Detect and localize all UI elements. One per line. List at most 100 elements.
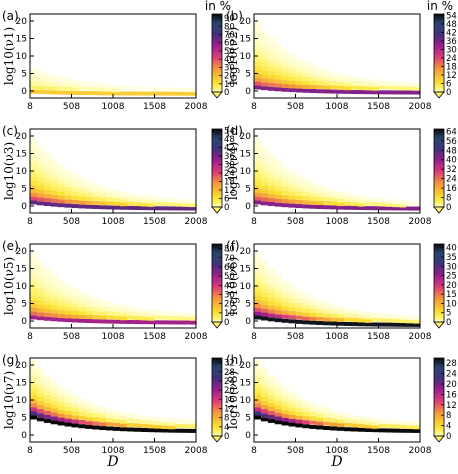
heat-cell: [274, 318, 282, 323]
heat-cell: [64, 395, 72, 400]
heat-cell: [57, 184, 65, 189]
heat-cell: [316, 192, 324, 197]
heat-cell: [281, 394, 289, 399]
colorbar-swatch: [434, 129, 444, 132]
heat-cell: [254, 61, 262, 66]
heat-cell: [323, 408, 331, 413]
colorbar-swatch: [212, 78, 222, 81]
heat-cell: [133, 194, 141, 199]
heat-cell: [36, 316, 45, 321]
x-tick-label: 1508: [143, 217, 166, 227]
heat-cell: [36, 193, 45, 198]
heat-cell: [281, 413, 289, 418]
colorbar-tick-label: 10: [224, 80, 235, 90]
heat-cell: [260, 154, 269, 159]
heat-cell: [254, 391, 262, 396]
colorbar-swatch: [434, 60, 444, 64]
heat-cell: [36, 177, 45, 182]
heat-cell: [281, 301, 289, 306]
colorbar-swatch: [212, 29, 222, 32]
heat-cell: [254, 276, 262, 281]
heat-cell: [295, 302, 303, 307]
heat-cell: [378, 322, 386, 327]
heat-cell: [64, 422, 72, 427]
heat-cell: [267, 153, 276, 158]
heat-cell: [92, 205, 100, 209]
colorbar-tick-label: 8: [224, 414, 229, 424]
colorbar-swatch: [434, 146, 444, 149]
heat-cell: [371, 90, 379, 95]
heat-cell: [119, 85, 128, 90]
heat-cell: [43, 312, 52, 317]
colorbar-swatch: [434, 205, 444, 208]
heat-cell: [254, 77, 262, 82]
heat-cell: [78, 291, 86, 296]
x-axis-label: D: [330, 454, 342, 470]
colorbar-swatch: [434, 391, 444, 394]
heat-cell: [274, 51, 282, 56]
heat-cell: [406, 90, 414, 95]
colorbar-swatch: [434, 47, 444, 50]
heat-cell: [254, 85, 262, 90]
heat-cell: [267, 198, 276, 202]
heat-cell: [316, 67, 324, 72]
heat-cell: [99, 197, 107, 202]
heat-cell: [316, 188, 324, 193]
colorbar-swatch: [212, 381, 222, 384]
colorbar-tick-label: 70: [224, 254, 235, 264]
heat-cell: [119, 415, 128, 420]
heat-cell: [288, 54, 296, 59]
colorbar-swatch: [434, 140, 444, 143]
heat-cell: [119, 195, 128, 200]
heat-cell: [57, 421, 65, 426]
heat-cell: [260, 38, 269, 43]
heat-cell: [288, 195, 296, 200]
x-tick-label: 2008: [185, 102, 208, 112]
heat-cell: [295, 175, 303, 180]
x-tick-label: 508: [287, 217, 304, 227]
colorbar-swatch: [212, 25, 222, 28]
heat-cell: [288, 76, 296, 81]
heat-cell: [295, 411, 303, 416]
heat-cell: [154, 421, 162, 426]
heat-cell: [274, 175, 282, 180]
heat-cell: [99, 205, 107, 210]
heat-cell: [288, 414, 296, 419]
heat-cell: [267, 284, 276, 289]
heat-cell: [254, 291, 262, 296]
heat-cell: [302, 424, 310, 429]
heat-cell: [323, 77, 331, 82]
heat-cell: [274, 302, 282, 307]
colorbar-swatch: [434, 308, 444, 311]
heat-cell: [133, 311, 141, 316]
colorbar-swatch: [212, 203, 222, 206]
x-tick-label: 8: [27, 446, 33, 456]
heat-cell: [71, 295, 79, 300]
colorbar-swatch: [212, 130, 222, 134]
heat-cell: [43, 85, 52, 90]
colorbar-tick-label: 0: [224, 318, 229, 328]
heat-cell: [126, 86, 135, 91]
heat-cell: [133, 320, 141, 325]
heat-cell: [309, 72, 317, 77]
colorbar-swatch: [434, 279, 444, 282]
heat-cell: [330, 313, 338, 318]
heat-cell: [260, 82, 269, 87]
heat-cell: [267, 399, 276, 404]
heat-cell: [133, 414, 141, 419]
heat-cell: [99, 406, 107, 411]
heat-cell: [71, 403, 79, 408]
colorbar-tick-label: 0: [446, 432, 451, 442]
heat-cell: [260, 30, 269, 35]
heat-cell: [295, 69, 303, 74]
colorbar-swatch: [434, 420, 444, 423]
colorbar-swatch: [212, 173, 222, 177]
heat-cell: [50, 404, 58, 409]
heat-cell: [57, 398, 65, 403]
heat-cell: [254, 287, 262, 292]
heat-cell: [392, 428, 400, 433]
